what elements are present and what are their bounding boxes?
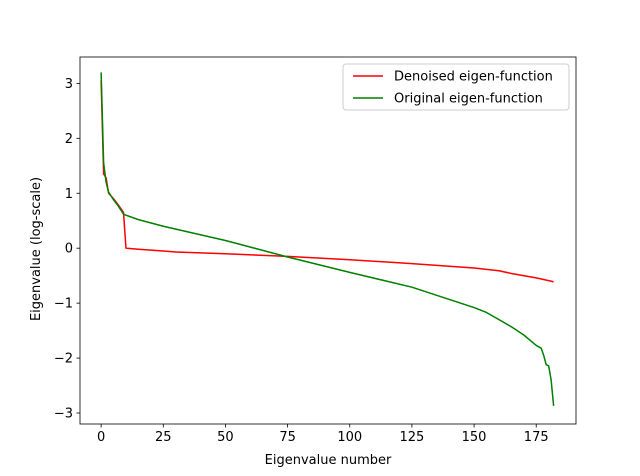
x-tick-label: 150 [462,430,487,445]
y-tick-label: 2 [65,132,73,147]
legend-box [342,63,570,111]
x-tick-label: 0 [97,430,105,445]
series-layer [100,72,555,406]
legend: Denoised eigen-function Original eigen-fu… [342,63,570,111]
y-tick-label: −2 [54,352,73,367]
x-axis-label: Eigenvalue number [265,453,392,468]
x-tick-label: 175 [524,430,549,445]
x-tick-label: 125 [399,430,424,445]
y-tick-label: −1 [54,297,73,312]
series-line-1 [100,72,555,406]
series-line-0 [100,80,554,283]
y-axis-label: Eigenvalue (log-scale) [29,177,44,321]
y-tick-label: 1 [65,187,73,202]
x-tick-label: 75 [279,430,296,445]
legend-label-0: Denoised eigen-function [394,70,553,85]
y-tick-label: 0 [65,242,73,257]
y-tick-label: 3 [65,77,73,92]
plot-frame [79,56,577,425]
legend-label-1: Original eigen-function [394,92,543,107]
axes-layer: 0 25 50 75 100 125 150 175 −3 −2 −1 0 1 2 3 [54,56,577,445]
y-tick-label: −3 [54,407,73,422]
x-tick-label: 25 [155,430,172,445]
x-tick-label: 50 [217,430,234,445]
x-tick-label: 100 [337,430,362,445]
